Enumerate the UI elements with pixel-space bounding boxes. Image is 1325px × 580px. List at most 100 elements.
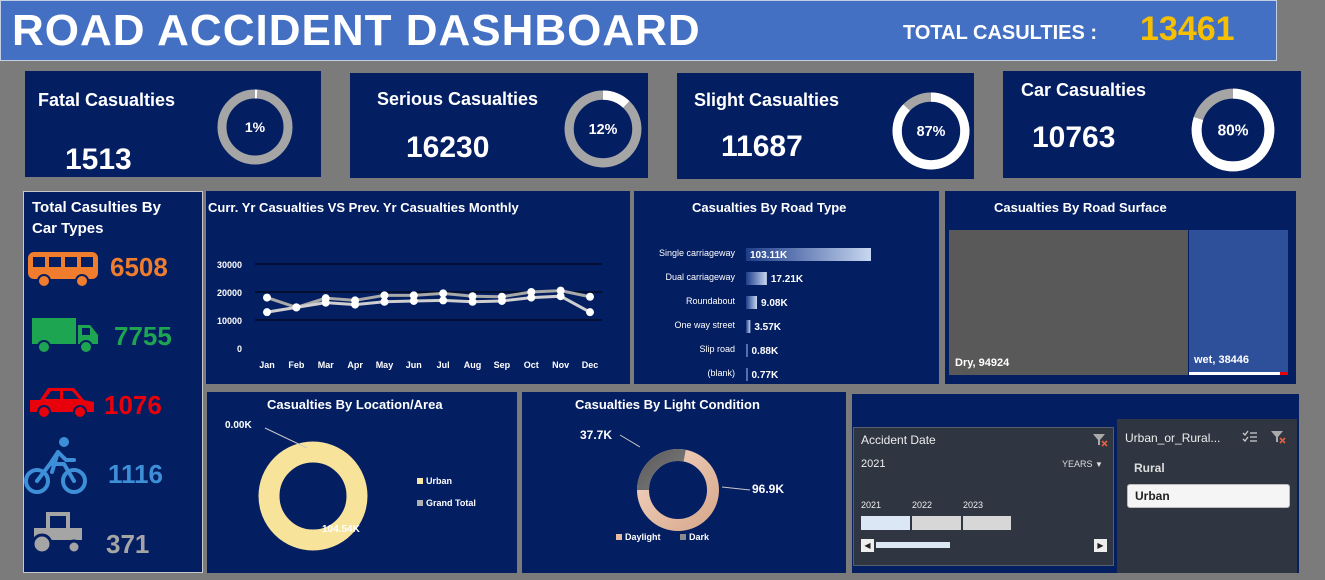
bus-casualties-value: 6508: [110, 252, 168, 282]
kpi-title: Slight Casualties: [694, 90, 840, 110]
kpi-card-fatal: Fatal Casualties 1513 1%: [25, 71, 321, 177]
scroll-right-button[interactable]: ▶: [1094, 539, 1107, 552]
multi-select-icon[interactable]: [1242, 430, 1258, 444]
x-tick-label: Apr: [347, 360, 363, 370]
slicer-title: Urban_or_Rural...: [1125, 431, 1221, 445]
kpi-pct-label: 12%: [589, 122, 618, 138]
road-surface-title: Casualties By Road Surface: [994, 200, 1167, 215]
bar-value-label: 17.21K: [771, 274, 804, 285]
bar[interactable]: [746, 272, 767, 285]
data-point[interactable]: [468, 292, 477, 301]
truck-casualties-value: 7755: [114, 321, 172, 351]
bicycle-casualties-value: 1116: [108, 459, 163, 489]
timeline-bar-2023[interactable]: [963, 516, 1011, 530]
tractor-icon: [31, 512, 82, 555]
kpi-ring: 87%: [892, 92, 970, 170]
x-tick-label: Dec: [582, 360, 599, 370]
location-label-total: 104.54K: [322, 524, 361, 535]
leader-line: [619, 434, 641, 448]
data-point[interactable]: [468, 297, 477, 306]
data-point[interactable]: [321, 298, 330, 307]
x-tick-label: Nov: [552, 360, 569, 370]
kpi-value: 10763: [1032, 121, 1116, 154]
clear-filter-icon[interactable]: [1270, 430, 1286, 444]
car-casualties-value: 1076: [104, 390, 162, 420]
data-point[interactable]: [409, 291, 418, 300]
data-point[interactable]: [556, 286, 565, 295]
treemap-selection-bar: [1189, 372, 1280, 375]
bar[interactable]: [746, 296, 758, 309]
donut-segment-dark[interactable]: [637, 449, 719, 531]
legend-swatch-daylight: [616, 534, 622, 540]
data-point[interactable]: [380, 297, 389, 306]
data-point[interactable]: [292, 303, 301, 312]
bar-category-label: Dual carriageway: [665, 272, 735, 282]
slicer-option-urban[interactable]: Urban: [1127, 484, 1290, 508]
kpi-value: 1513: [65, 143, 132, 176]
data-point[interactable]: [439, 289, 448, 298]
treemap-label-wet: wet, 38446: [1194, 354, 1250, 366]
road-surface-panel: Casualties By Road Surface Dry, 94924 we…: [945, 191, 1296, 384]
bar-value-label: 0.88K: [752, 346, 779, 357]
data-point[interactable]: [263, 293, 271, 302]
series-line: [266, 289, 591, 309]
slicer-option-rural[interactable]: Rural: [1134, 461, 1165, 475]
total-casualties-value: 13461: [1140, 10, 1235, 48]
total-casualties-label: TOTAL CASULTIES :: [903, 22, 1098, 44]
kpi-title: Serious Casualties: [377, 89, 539, 109]
legend-swatch-total: [417, 500, 423, 506]
light-label-daylight: 96.9K: [752, 482, 784, 496]
data-point[interactable]: [586, 292, 594, 301]
bar[interactable]: [746, 344, 748, 357]
kpi-ring: 1%: [217, 89, 293, 165]
bar-category-label: (blank): [707, 368, 735, 378]
timeline-level-dropdown[interactable]: YEARS ▼: [1062, 459, 1103, 469]
chevron-down-icon: ▼: [1095, 460, 1103, 469]
bar-value-label: 103.11K: [750, 250, 788, 261]
monthly-chart-panel: Curr. Yr Casualties VS Prev. Yr Casualti…: [206, 191, 630, 384]
treemap-tile-dry[interactable]: Dry, 94924: [949, 230, 1188, 375]
data-point[interactable]: [556, 292, 565, 301]
clear-filter-icon[interactable]: [1092, 433, 1108, 447]
bus-icon: [28, 252, 98, 288]
truck-icon: [32, 318, 98, 354]
light-title: Casualties By Light Condition: [575, 397, 760, 412]
data-point[interactable]: [380, 291, 389, 300]
monthly-chart-title: Curr. Yr Casualties VS Prev. Yr Casualti…: [208, 200, 519, 215]
kpi-title: Fatal Casualties: [38, 90, 176, 110]
donut-segment-grand-total[interactable]: [258, 441, 368, 551]
x-tick-label: Jun: [406, 360, 422, 370]
bar[interactable]: [746, 368, 748, 381]
data-point[interactable]: [586, 308, 594, 317]
bar[interactable]: [746, 248, 871, 261]
timeline-bar-2022[interactable]: [912, 516, 961, 530]
scroll-left-button[interactable]: ◀: [861, 539, 874, 552]
bicycle-icon: [24, 437, 87, 494]
data-point[interactable]: [351, 300, 360, 309]
car-icon: [30, 388, 94, 419]
kpi-pct-label: 87%: [917, 124, 946, 140]
page-title: ROAD ACCIDENT DASHBOARD: [12, 6, 701, 55]
x-tick-label: Mar: [318, 360, 335, 370]
data-point[interactable]: [409, 296, 418, 305]
data-point[interactable]: [439, 296, 448, 305]
urban-rural-slicer: Urban_or_Rural... Rural Urban: [1117, 419, 1297, 573]
y-tick-label: 30000: [217, 260, 242, 270]
treemap-tile-wet[interactable]: wet, 38446: [1189, 230, 1288, 375]
x-tick-label: May: [376, 360, 394, 370]
bar-category-label: Roundabout: [686, 296, 736, 306]
bar-category-label: One way street: [674, 320, 735, 330]
bar[interactable]: [746, 320, 751, 333]
kpi-pct-label: 1%: [245, 119, 266, 135]
data-point[interactable]: [527, 288, 536, 296]
data-point[interactable]: [263, 308, 271, 317]
monthly-line-chart: 30000 20000 10000 0 Jan Feb Mar Apr May Jun Jul Aug…: [217, 260, 602, 370]
kpi-title: Car Casualties: [1021, 80, 1147, 100]
road-type-title: Casualties By Road Type: [692, 200, 847, 215]
timeline-scrollbar[interactable]: [876, 542, 950, 548]
data-point[interactable]: [527, 293, 536, 302]
data-point[interactable]: [497, 296, 506, 305]
timeline-bar-2021[interactable]: [861, 516, 910, 530]
timeline-year-label: 2022: [912, 500, 933, 510]
kpi-ring-fill: [217, 89, 293, 165]
